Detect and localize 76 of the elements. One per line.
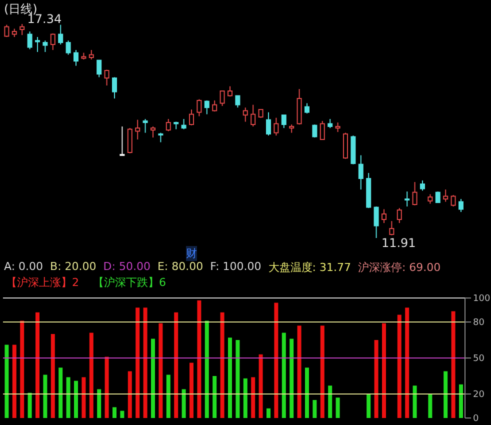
bar [50, 334, 55, 418]
bar [405, 308, 410, 418]
bar [312, 400, 317, 418]
text: 财 [186, 246, 197, 261]
bar [197, 300, 202, 418]
y-tick-label: 50 [473, 354, 485, 364]
y-tick-label: 0 [473, 414, 479, 424]
bar [104, 356, 109, 418]
bar [290, 338, 294, 418]
ref-line-label: E: 80.00 [157, 260, 204, 275]
bar [212, 376, 217, 418]
bar [458, 384, 463, 418]
bar [328, 386, 332, 418]
candlestick [404, 190, 410, 207]
bar [304, 368, 309, 418]
bar [336, 398, 340, 418]
bar [320, 326, 324, 418]
bar [228, 338, 232, 418]
candlestick [12, 28, 17, 38]
text: 沪深涨停: 69.00 [358, 260, 441, 275]
bar [428, 394, 432, 418]
bar [66, 377, 70, 418]
bar [112, 407, 116, 418]
bar [243, 378, 248, 418]
bar [28, 392, 32, 418]
bar [4, 344, 9, 418]
bar [43, 374, 48, 418]
bar [143, 308, 148, 418]
bar [274, 302, 278, 418]
bar [182, 389, 186, 418]
text: 【沪深下跌】6 [93, 275, 166, 290]
bar [282, 332, 286, 418]
bar [374, 340, 378, 418]
bar [89, 332, 94, 418]
bar [174, 312, 178, 418]
candlestick [358, 154, 364, 190]
bar [35, 312, 40, 418]
text: A: 0.00 [4, 260, 44, 275]
candlestick [135, 119, 140, 140]
bar [236, 340, 240, 418]
bar [444, 371, 448, 418]
bar [189, 362, 194, 418]
bar [74, 380, 78, 418]
bar [120, 410, 124, 418]
y-tick-label: 100 [473, 294, 490, 304]
bar [397, 314, 402, 418]
bar [150, 338, 155, 418]
bar [97, 389, 102, 418]
annotation: 11.91 [381, 236, 416, 250]
bar [382, 323, 386, 418]
ref-line-label: D: 50.00 [103, 260, 150, 275]
bar [158, 323, 163, 418]
bar [297, 326, 302, 418]
bar [136, 308, 140, 418]
candlestick [73, 50, 78, 66]
bar [451, 311, 456, 418]
bar [166, 374, 170, 418]
bar [204, 320, 209, 418]
candlestick [20, 24, 25, 36]
bar [251, 377, 256, 418]
bar [82, 377, 86, 418]
bar [412, 386, 417, 418]
ref-line-label: B: 20.00 [50, 260, 96, 275]
ref-line-label: F: 100.00 [210, 260, 262, 275]
bar [58, 368, 63, 418]
y-tick-label: 20 [473, 390, 485, 400]
y-tick-label: 80 [473, 318, 485, 328]
bar [220, 312, 224, 418]
bar [128, 371, 132, 418]
bar [366, 394, 371, 418]
bar [12, 344, 16, 418]
text: 大盘温度: 31.77 [268, 260, 351, 275]
text: 【沪深上涨】2 [6, 275, 79, 290]
bar [266, 408, 270, 418]
bar [20, 320, 24, 418]
bar [258, 354, 263, 418]
